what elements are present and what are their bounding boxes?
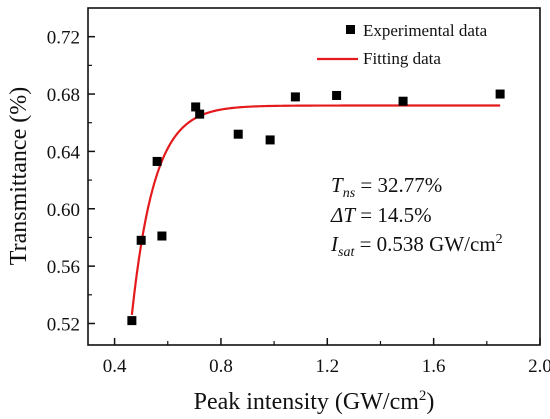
data-point xyxy=(191,102,201,112)
points-layer xyxy=(127,89,505,326)
data-point xyxy=(233,129,243,139)
plot-frame xyxy=(87,7,541,346)
x-axis-title: Peak intensity (GW/cm2) xyxy=(194,388,435,415)
data-point xyxy=(290,92,300,102)
data-point xyxy=(398,96,408,106)
annotation-isat: Isat = 0.538 GW/cm2 xyxy=(330,232,503,260)
data-point xyxy=(195,109,205,119)
legend-label-experimental: Experimental data xyxy=(363,21,488,40)
data-point xyxy=(157,231,167,241)
y-tick-label: 0.68 xyxy=(47,85,80,106)
y-tick-label: 0.52 xyxy=(47,314,80,335)
x-tick-label: 2.0 xyxy=(528,356,550,377)
fit-parameters: Tns = 32.77% ΔT = 14.5% Isat = 0.538 GW/… xyxy=(330,173,503,260)
annotation-tns: Tns = 32.77% xyxy=(331,173,442,201)
legend: Experimental data Fitting data xyxy=(317,21,488,68)
legend-label-fitting: Fitting data xyxy=(363,49,441,68)
data-point xyxy=(152,156,162,166)
annotation-delta-t: ΔT = 14.5% xyxy=(330,203,432,227)
y-tick-label: 0.56 xyxy=(47,257,80,278)
y-tick-label: 0.72 xyxy=(47,28,80,49)
data-point xyxy=(127,316,137,326)
y-tick-label: 0.64 xyxy=(47,142,81,163)
data-point xyxy=(136,235,146,245)
y-axis-ticks: 0.52 0.56 0.60 0.64 0.68 0.72 xyxy=(47,28,95,335)
data-point xyxy=(265,135,275,145)
x-axis-ticks: 0.4 0.8 1.2 1.6 2.0 xyxy=(103,338,550,377)
fit-layer xyxy=(130,104,501,316)
legend-marker-experimental xyxy=(346,25,355,34)
data-point xyxy=(332,90,342,100)
fitting-curve xyxy=(130,104,501,316)
y-tick-label: 0.60 xyxy=(47,200,80,221)
x-tick-label: 1.2 xyxy=(315,356,339,377)
x-tick-label: 0.4 xyxy=(103,356,127,377)
x-tick-label: 0.8 xyxy=(209,356,233,377)
x-tick-label: 1.6 xyxy=(422,356,446,377)
y-axis-title: Transmittance (%) xyxy=(6,87,32,265)
data-point xyxy=(495,89,505,99)
